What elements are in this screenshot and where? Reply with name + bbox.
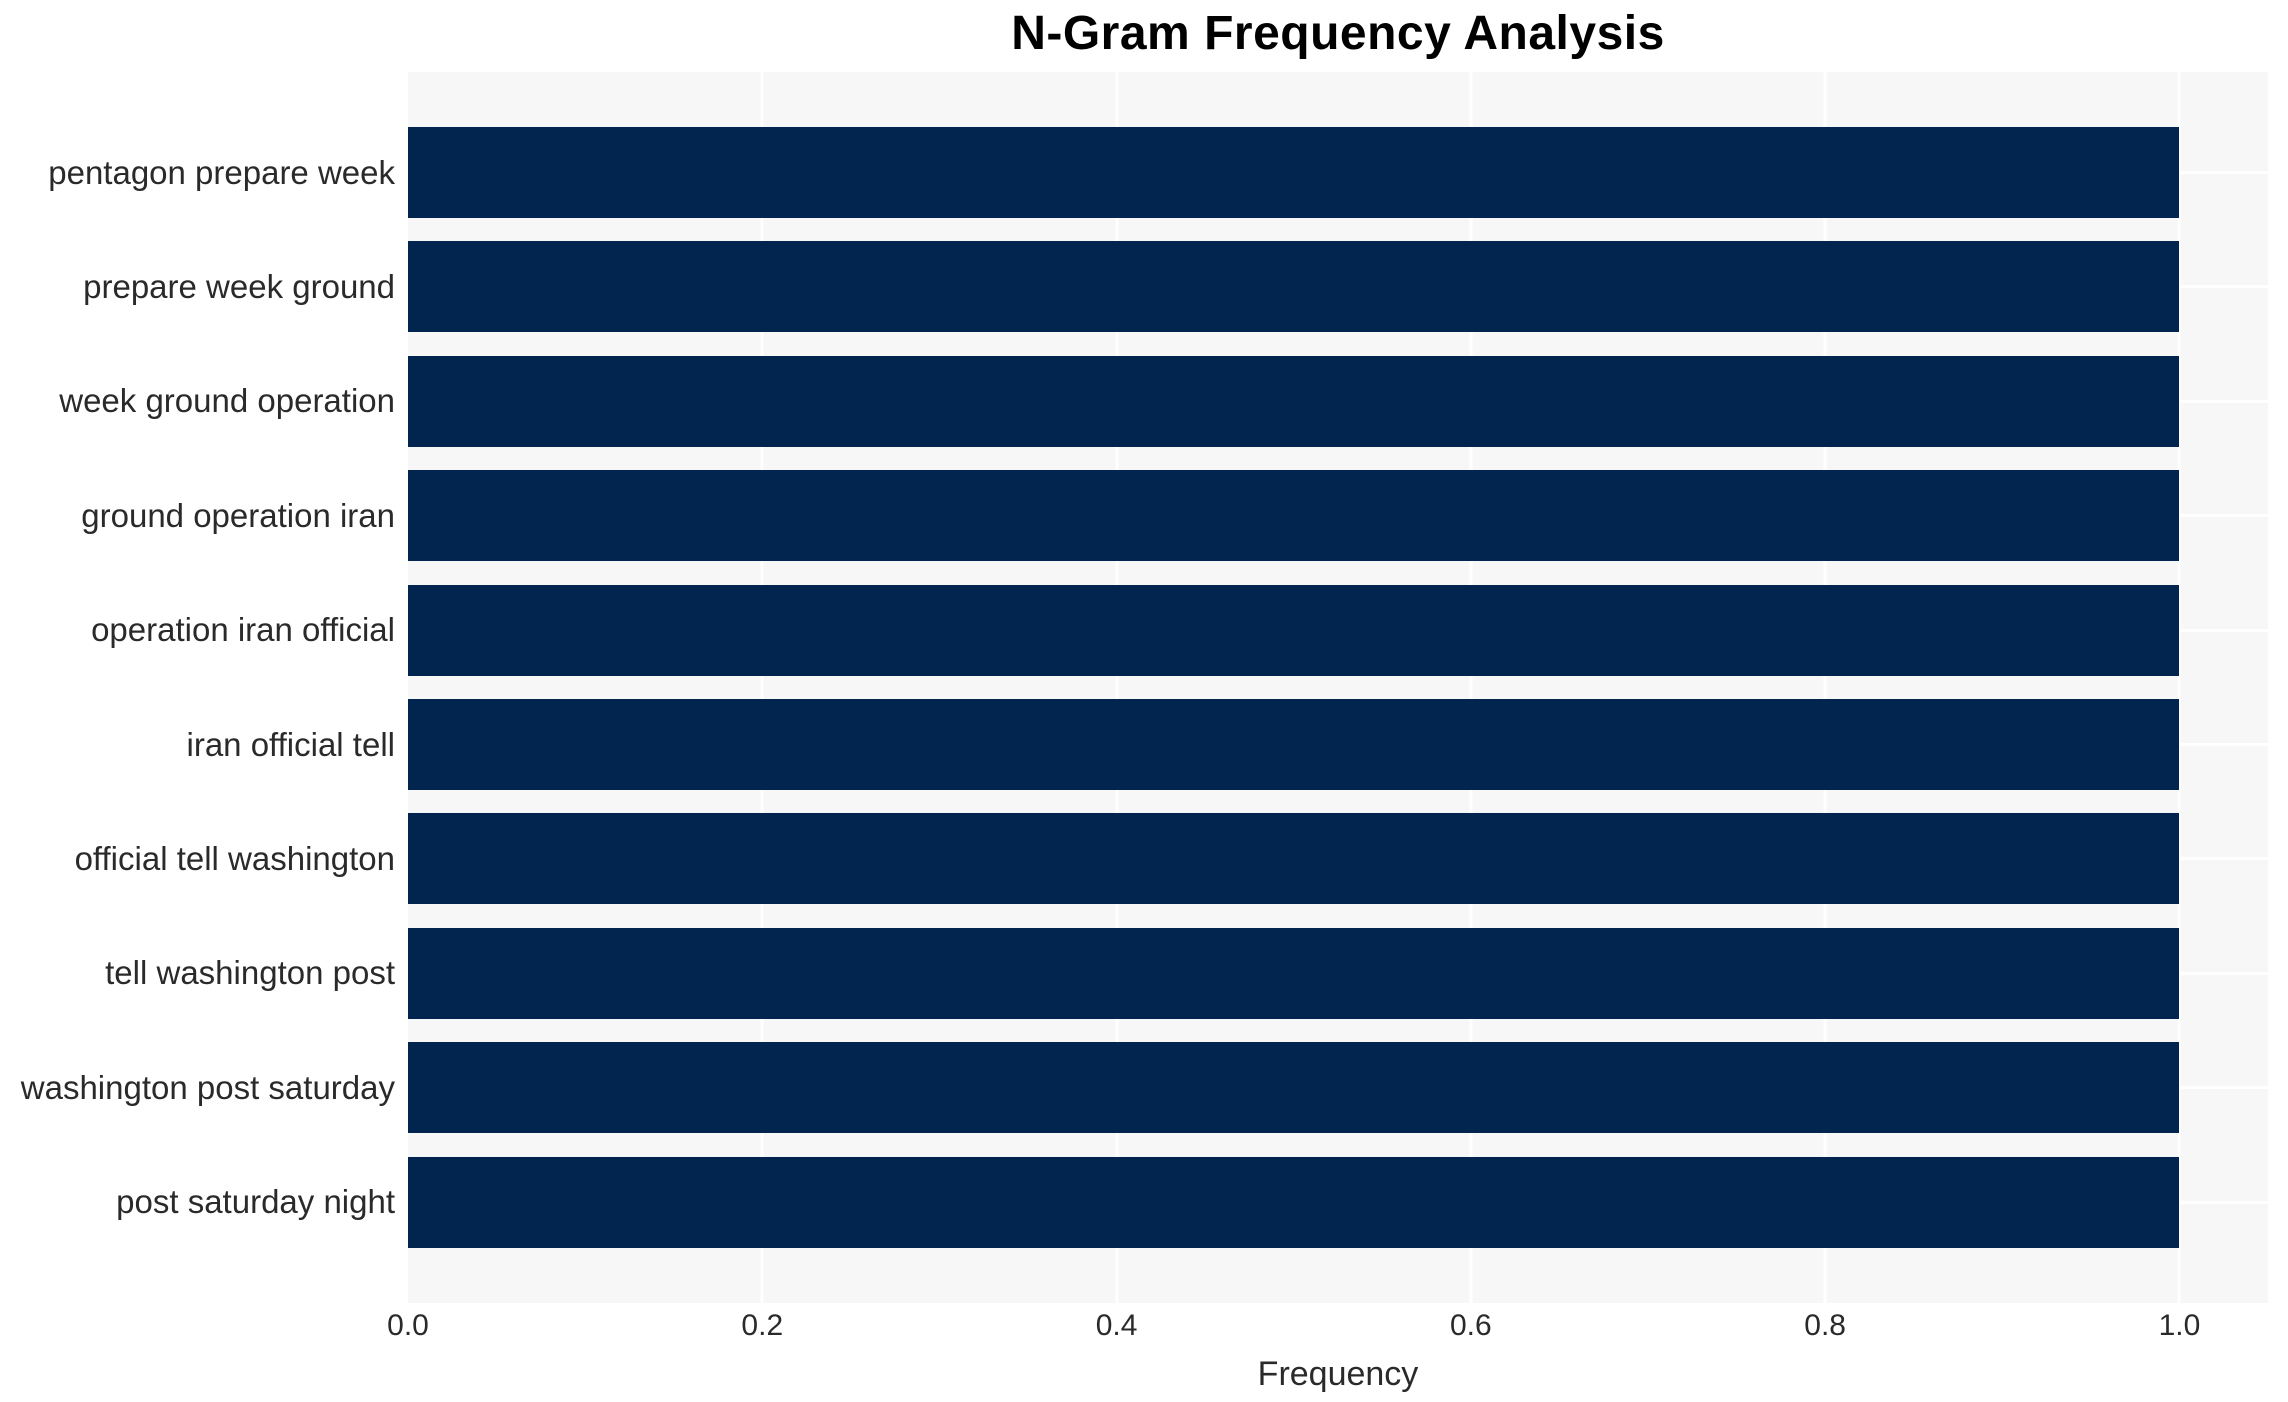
vertical-gridline (1469, 72, 1473, 1303)
vertical-gridline (1115, 72, 1119, 1303)
y-tick-label: washington post saturday (20, 1068, 395, 1106)
plot-area (408, 72, 2268, 1303)
bar (408, 355, 2180, 447)
bar (408, 127, 2180, 218)
y-tick-label: prepare week ground (83, 267, 395, 305)
x-tick-label: 0.0 (387, 1309, 429, 1342)
y-tick-label: tell washington post (105, 954, 395, 992)
bar (408, 584, 2180, 676)
y-axis-labels: pentagon prepare week prepare week ground… (0, 72, 395, 1303)
bar (408, 241, 2180, 333)
y-tick-label: ground operation iran (81, 496, 395, 534)
x-tick-label: 0.2 (741, 1309, 784, 1342)
x-axis-ticks: 0.0 0.2 0.4 0.6 0.8 1.0 (387, 1308, 2268, 1348)
bar (408, 470, 2180, 562)
x-axis-title: Frequency (1257, 1355, 1419, 1393)
vertical-gridline (2177, 72, 2181, 1303)
bar (408, 1156, 2180, 1248)
x-tick-label: 1.0 (2158, 1309, 2201, 1342)
x-tick-label: 0.8 (1804, 1309, 1846, 1342)
bar (408, 813, 2180, 905)
y-tick-label: pentagon prepare week (48, 153, 395, 191)
bar (408, 1042, 2180, 1134)
y-tick-label: official tell washington (74, 839, 395, 877)
x-tick-label: 0.6 (1449, 1309, 1492, 1342)
y-tick-label: operation iran official (91, 611, 395, 649)
y-tick-label: iran official tell (186, 725, 396, 763)
bar (408, 927, 2180, 1019)
y-tick-label: week ground operation (59, 382, 395, 420)
vertical-gridline (760, 72, 764, 1303)
bar (408, 699, 2180, 790)
y-tick-label: post saturday night (116, 1183, 395, 1221)
vertical-gridline (1823, 72, 1827, 1303)
x-tick-label: 0.4 (1095, 1309, 1138, 1342)
chart-title: N-Gram Frequency Analysis (1011, 7, 1665, 60)
